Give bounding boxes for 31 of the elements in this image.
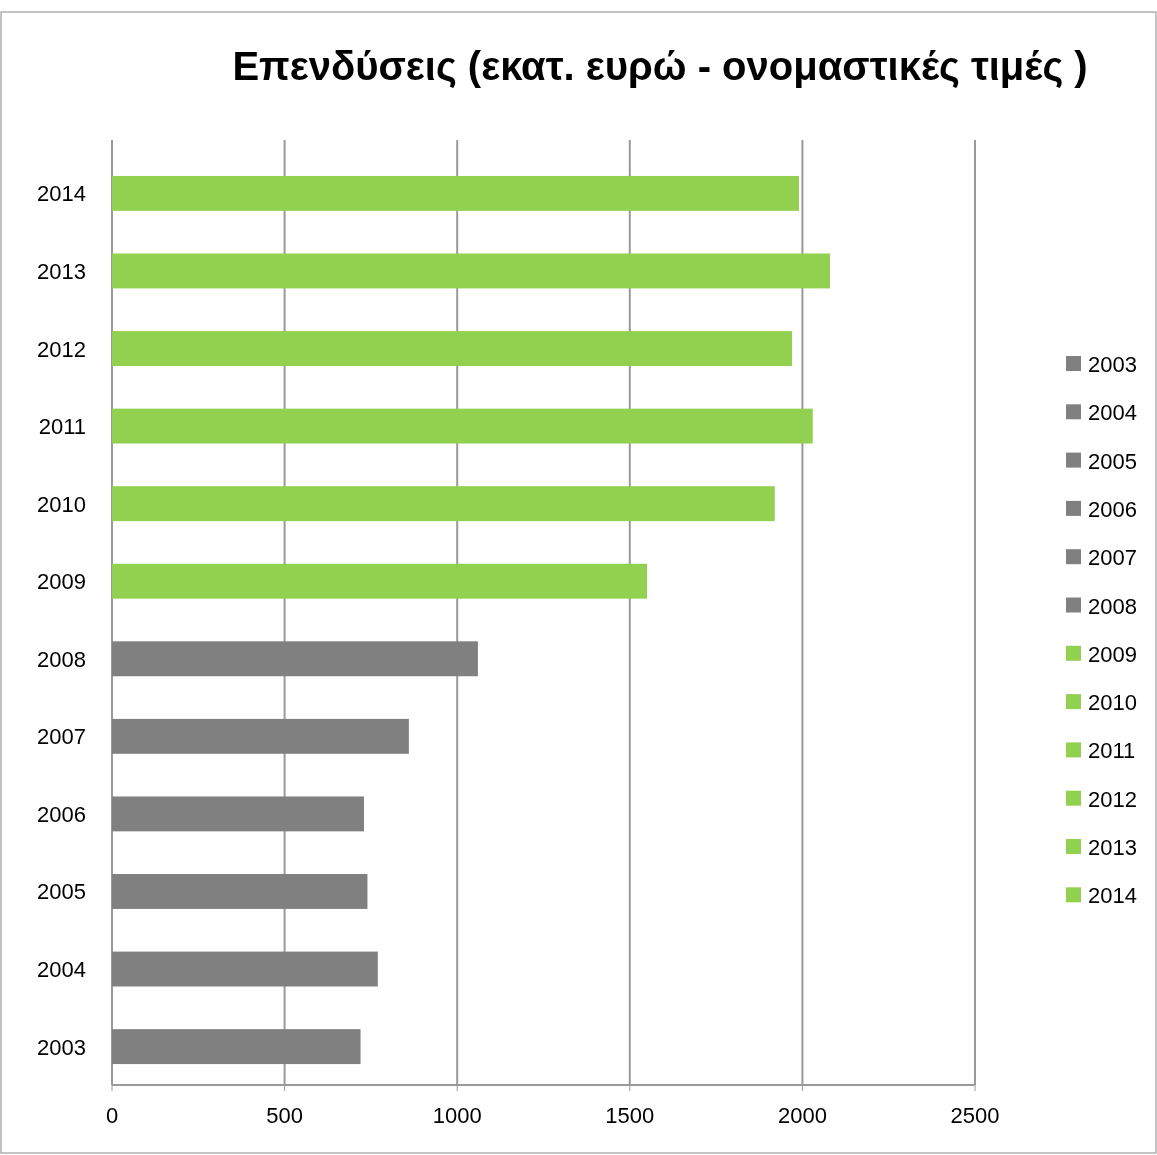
chart-title: Επενδύσεις (εκατ. ευρώ - ονομαστικές τιμές )	[232, 44, 1088, 89]
legend-label: 2011	[1088, 738, 1136, 764]
y-tick-label: 2014	[37, 181, 86, 207]
legend-label: 2007	[1088, 545, 1137, 571]
y-tick-label: 2011	[38, 414, 86, 440]
x-tick-label: 1000	[432, 1103, 482, 1128]
y-tick-label: 2006	[37, 801, 86, 827]
y-tick-label: 2012	[37, 336, 86, 362]
legend-label: 2003	[1088, 352, 1137, 377]
y-tick-label: 2007	[37, 724, 86, 750]
x-tick-label: 2000	[777, 1103, 827, 1128]
legend-label: 2009	[1088, 641, 1137, 667]
legend-label: 2006	[1088, 496, 1137, 522]
y-tick-label: 2004	[37, 957, 86, 983]
y-tick-label: 2005	[37, 879, 86, 905]
legend-label: 2014	[1088, 883, 1137, 909]
x-tick-label: 0	[105, 1103, 119, 1128]
y-tick-label: 2009	[37, 569, 86, 595]
x-tick-label: 2500	[950, 1103, 1000, 1128]
legend-label: 2004	[1088, 400, 1137, 426]
legend-label: 2005	[1088, 448, 1137, 474]
x-tick-label: 500	[266, 1103, 303, 1128]
legend-label: 2012	[1088, 786, 1137, 812]
legend-label: 2008	[1088, 593, 1137, 619]
legend-label: 2010	[1088, 690, 1137, 716]
y-tick-label: 2008	[37, 646, 86, 672]
y-tick-label: 2003	[37, 1034, 86, 1060]
y-tick-label: 2013	[37, 258, 86, 284]
y-tick-label: 2010	[37, 491, 86, 517]
x-tick-label: 1500	[605, 1103, 655, 1128]
legend-label: 2013	[1088, 835, 1137, 860]
